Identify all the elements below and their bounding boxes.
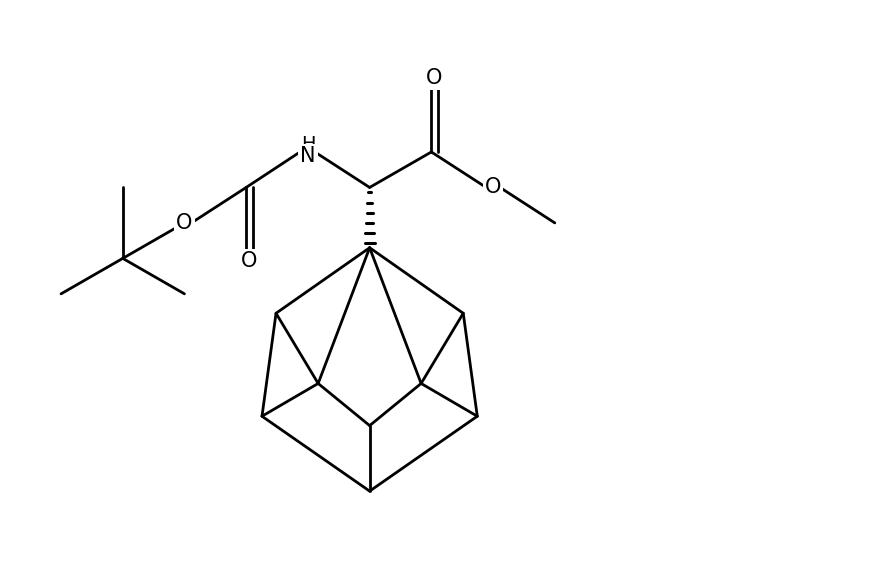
Text: O: O [241,251,257,272]
Text: O: O [176,213,193,233]
Text: O: O [485,177,501,198]
Text: H: H [301,135,316,153]
Text: N: N [301,146,316,166]
Text: O: O [426,68,443,88]
